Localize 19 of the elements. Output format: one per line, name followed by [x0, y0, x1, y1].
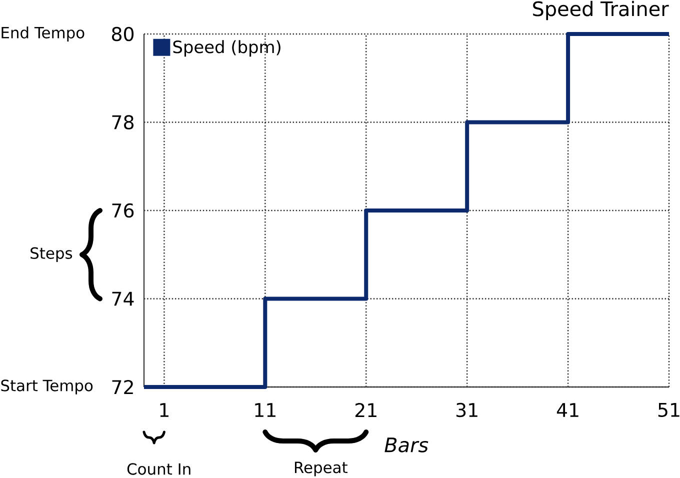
x-tick-label: 1: [160, 403, 168, 417]
chart-title: Speed Trainer: [533, 0, 669, 20]
text: Repeat: [294, 462, 348, 476]
y-tick-label: 78: [112, 115, 134, 130]
x-tick-label: 51: [658, 402, 680, 418]
y-tick-label: 72: [112, 380, 133, 394]
x-axis-title: Bars: [384, 438, 428, 452]
x-tick-label: 31: [456, 402, 478, 418]
legend-label: Speed (bpm): [173, 40, 280, 57]
text: Steps: [30, 247, 72, 262]
y-tick-label: 80: [112, 26, 134, 42]
x-tick-label: 41: [556, 403, 578, 417]
text: End Tempo: [2, 26, 84, 42]
text: Start Tempo: [1, 380, 93, 394]
y-tick-label: 76: [112, 203, 134, 218]
text: Count In: [127, 463, 190, 475]
x-tick-label: 11: [255, 403, 276, 417]
y-tick-label: 74: [112, 292, 134, 306]
x-tick-label: 21: [355, 402, 376, 418]
